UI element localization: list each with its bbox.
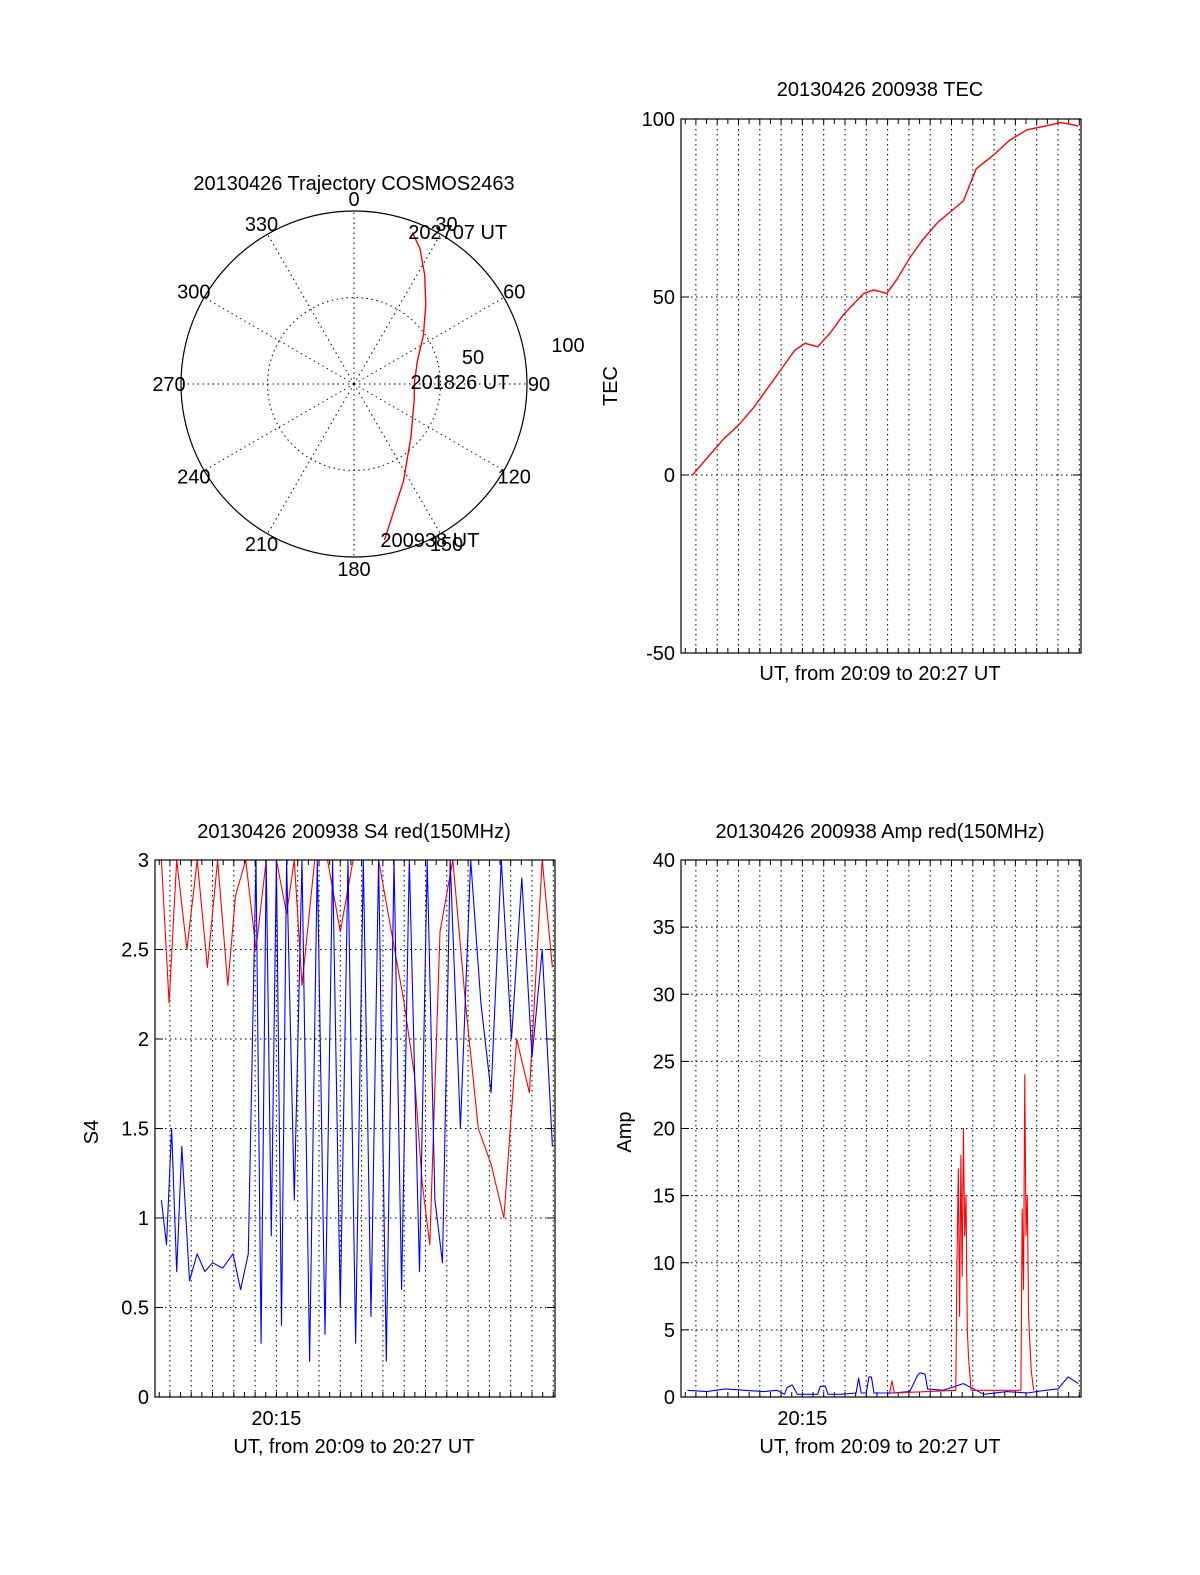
vertical-grid bbox=[684, 119, 1080, 653]
s4-title: 20130426 200938 S4 red(150MHz) bbox=[197, 821, 511, 843]
azimuth-label: 0 bbox=[348, 189, 359, 211]
y-tick-label: 1.5 bbox=[121, 1119, 149, 1141]
azimuth-label: 90 bbox=[528, 374, 550, 396]
polar-outer-circle bbox=[180, 210, 528, 558]
series-group bbox=[687, 1074, 1079, 1395]
y-tick-label: 15 bbox=[653, 1186, 675, 1208]
series-line-0 bbox=[691, 121, 1079, 476]
vertical-grid bbox=[158, 860, 554, 1397]
time-annotation: 202707 UT bbox=[408, 222, 507, 244]
azimuth-label: 150 bbox=[430, 534, 463, 556]
polar-spoke bbox=[353, 297, 505, 385]
x-tick-label: 20:15 bbox=[251, 1408, 301, 1430]
trajectory-panel: 20130426 Trajectory COSMOS2463 0 30 60 90 12… bbox=[152, 173, 584, 581]
azimuth-label: 270 bbox=[152, 374, 185, 396]
trajectory-line bbox=[383, 231, 427, 541]
series-line-0 bbox=[160, 860, 553, 1246]
trajectory-annotations: 202707 UT 201826 UT 200938 UT bbox=[380, 222, 509, 552]
horizontal-grid: -50 0 50 100 bbox=[642, 109, 1081, 665]
series-group bbox=[691, 121, 1079, 476]
azimuth-label: 240 bbox=[177, 467, 210, 489]
amp-xlabel: UT, from 20:09 to 20:27 UT bbox=[759, 1436, 1000, 1458]
y-tick-label: -50 bbox=[646, 643, 675, 665]
amp-title: 20130426 200938 Amp red(150MHz) bbox=[715, 821, 1044, 843]
polar-spoke bbox=[353, 383, 441, 535]
tec-xlabel: UT, from 20:09 to 20:27 UT bbox=[759, 663, 1000, 685]
tec-title: 20130426 200938 TEC bbox=[777, 79, 983, 101]
trajectory-series bbox=[383, 231, 427, 541]
polar-spoke bbox=[203, 297, 355, 385]
y-tick-label: 50 bbox=[653, 287, 675, 309]
y-tick-label: 40 bbox=[653, 850, 675, 872]
y-tick-label: 0 bbox=[664, 1387, 675, 1409]
azimuth-label: 330 bbox=[245, 214, 278, 236]
horizontal-grid: 0 5 10 15 20 25 30 35 40 bbox=[653, 850, 1081, 1409]
azimuth-label: 30 bbox=[435, 214, 457, 236]
x-tick-label: 20:15 bbox=[777, 1408, 827, 1430]
series-line-1 bbox=[160, 860, 553, 1362]
azimuth-label: 60 bbox=[503, 282, 525, 304]
azimuth-label: 210 bbox=[245, 534, 278, 556]
radial-label-100: 100 bbox=[551, 335, 584, 357]
vertical-grid bbox=[684, 860, 1080, 1397]
azimuth-label: 180 bbox=[337, 559, 370, 581]
time-annotation: 200938 UT bbox=[380, 530, 479, 552]
y-tick-label: 2.5 bbox=[121, 940, 149, 962]
y-tick-label: 5 bbox=[664, 1320, 675, 1342]
y-tick-label: 30 bbox=[653, 984, 675, 1006]
s4-plot-area: 0 0.5 1 1.5 2 2.5 3 20:15 bbox=[121, 850, 556, 1430]
polar-spoke bbox=[267, 383, 355, 535]
amp-panel: 20130426 200938 Amp red(150MHz) Amp UT, … bbox=[614, 821, 1082, 1458]
polar-grid: 0 30 60 90 120 150 180 210 240 270 300 330 bbox=[152, 189, 550, 581]
plot-frame bbox=[154, 859, 556, 1398]
polar-spoke bbox=[353, 383, 505, 471]
s4-panel: 20130426 200938 S4 red(150MHz) S4 UT, fr… bbox=[81, 821, 556, 1458]
y-tick-label: 0 bbox=[138, 1387, 149, 1409]
y-tick-label: 100 bbox=[642, 109, 675, 131]
y-tick-label: 35 bbox=[653, 917, 675, 939]
series-group bbox=[160, 860, 553, 1362]
series-line-1 bbox=[888, 1074, 1035, 1395]
plot-frame bbox=[680, 118, 1082, 654]
polar-spoke bbox=[267, 233, 355, 385]
polar-spoke bbox=[203, 383, 355, 471]
y-tick-label: 10 bbox=[653, 1253, 675, 1275]
azimuth-label: 300 bbox=[177, 282, 210, 304]
amp-plot-area: 0 5 10 15 20 25 30 35 40 20:15 bbox=[653, 850, 1082, 1430]
y-tick-label: 0 bbox=[664, 465, 675, 487]
y-tick-label: 3 bbox=[138, 850, 149, 872]
series-line-0 bbox=[687, 1372, 1079, 1395]
amp-ylabel: Amp bbox=[614, 1111, 636, 1152]
azimuth-label: 120 bbox=[498, 467, 531, 489]
time-annotation: 201826 UT bbox=[411, 372, 510, 394]
polar-spoke bbox=[353, 233, 441, 385]
tec-panel: 20130426 200938 TEC TEC UT, from 20:09 t… bbox=[600, 79, 1082, 685]
radial-label-50: 50 bbox=[462, 347, 484, 369]
y-tick-label: 2 bbox=[138, 1029, 149, 1051]
y-tick-label: 20 bbox=[653, 1119, 675, 1141]
tec-plot-area: -50 0 50 100 bbox=[642, 109, 1082, 665]
tec-ylabel: TEC bbox=[600, 366, 622, 406]
s4-ylabel: S4 bbox=[81, 1120, 103, 1144]
y-tick-label: 1 bbox=[138, 1208, 149, 1230]
horizontal-grid: 0 0.5 1 1.5 2 2.5 3 bbox=[121, 850, 555, 1409]
trajectory-title: 20130426 Trajectory COSMOS2463 bbox=[193, 173, 514, 195]
y-tick-label: 25 bbox=[653, 1051, 675, 1073]
s4-xlabel: UT, from 20:09 to 20:27 UT bbox=[233, 1436, 474, 1458]
y-tick-label: 0.5 bbox=[121, 1298, 149, 1320]
plot-frame bbox=[680, 859, 1082, 1398]
